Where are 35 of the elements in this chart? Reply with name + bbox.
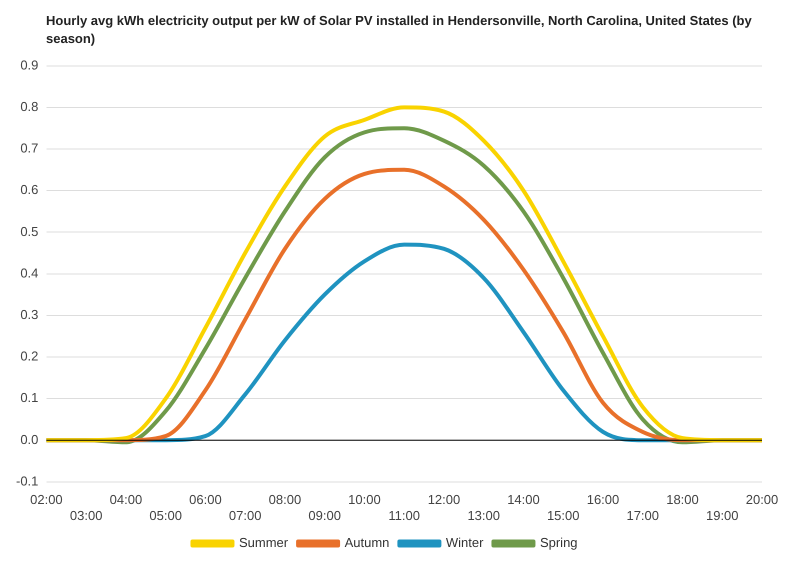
y-tick-label: 0.3 <box>20 306 38 322</box>
x-tick-label: 09:00 <box>308 508 341 523</box>
x-tick-label: 04:00 <box>110 492 142 508</box>
x-tick-label: 15:00 <box>546 508 580 523</box>
chart-title: Hourly avg kWh electricity output per kW of Solar PV installed in Hendersonville, North Carolina, United States (by season) <box>45 12 753 48</box>
y-tick-label: 0.9 <box>20 57 38 72</box>
y-tick-label: 0.5 <box>20 224 38 239</box>
y-tick-label: 0.4 <box>20 265 38 280</box>
x-tick-label: 17:00 <box>626 508 660 523</box>
y-tick-label: 0.8 <box>20 98 38 114</box>
y-tick-label: -0.1 <box>16 473 38 488</box>
x-tick-label: 08:00 <box>268 492 302 508</box>
x-tick-label: 07:00 <box>228 508 262 523</box>
y-tick-label: 0.6 <box>20 182 38 198</box>
legend-label: Autumn <box>344 535 390 550</box>
x-tick-label: 05:00 <box>149 508 182 523</box>
x-tick-label: 12:00 <box>428 492 460 508</box>
x-tick-label: 02:00 <box>30 492 63 508</box>
x-tick-label: 10:00 <box>348 492 381 508</box>
x-tick-label: 19:00 <box>706 508 739 523</box>
x-tick-label: 03:00 <box>70 508 102 523</box>
x-tick-label: 06:00 <box>189 492 222 508</box>
legend-label: Summer <box>238 535 289 550</box>
x-tick-label: 13:00 <box>467 508 500 523</box>
x-tick-label: 11:00 <box>388 508 420 523</box>
y-tick-label: 0.0 <box>20 432 38 447</box>
legend-label: Spring <box>540 535 578 550</box>
y-tick-label: 0.7 <box>20 140 38 156</box>
y-tick-label: 0.2 <box>20 348 38 364</box>
legend-label: Winter <box>446 535 484 550</box>
y-tick-label: 0.1 <box>20 390 38 406</box>
x-tick-label: 16:00 <box>586 492 620 508</box>
x-tick-label: 18:00 <box>666 492 699 508</box>
x-tick-label: 20:00 <box>746 492 778 508</box>
x-tick-label: 14:00 <box>507 492 540 508</box>
